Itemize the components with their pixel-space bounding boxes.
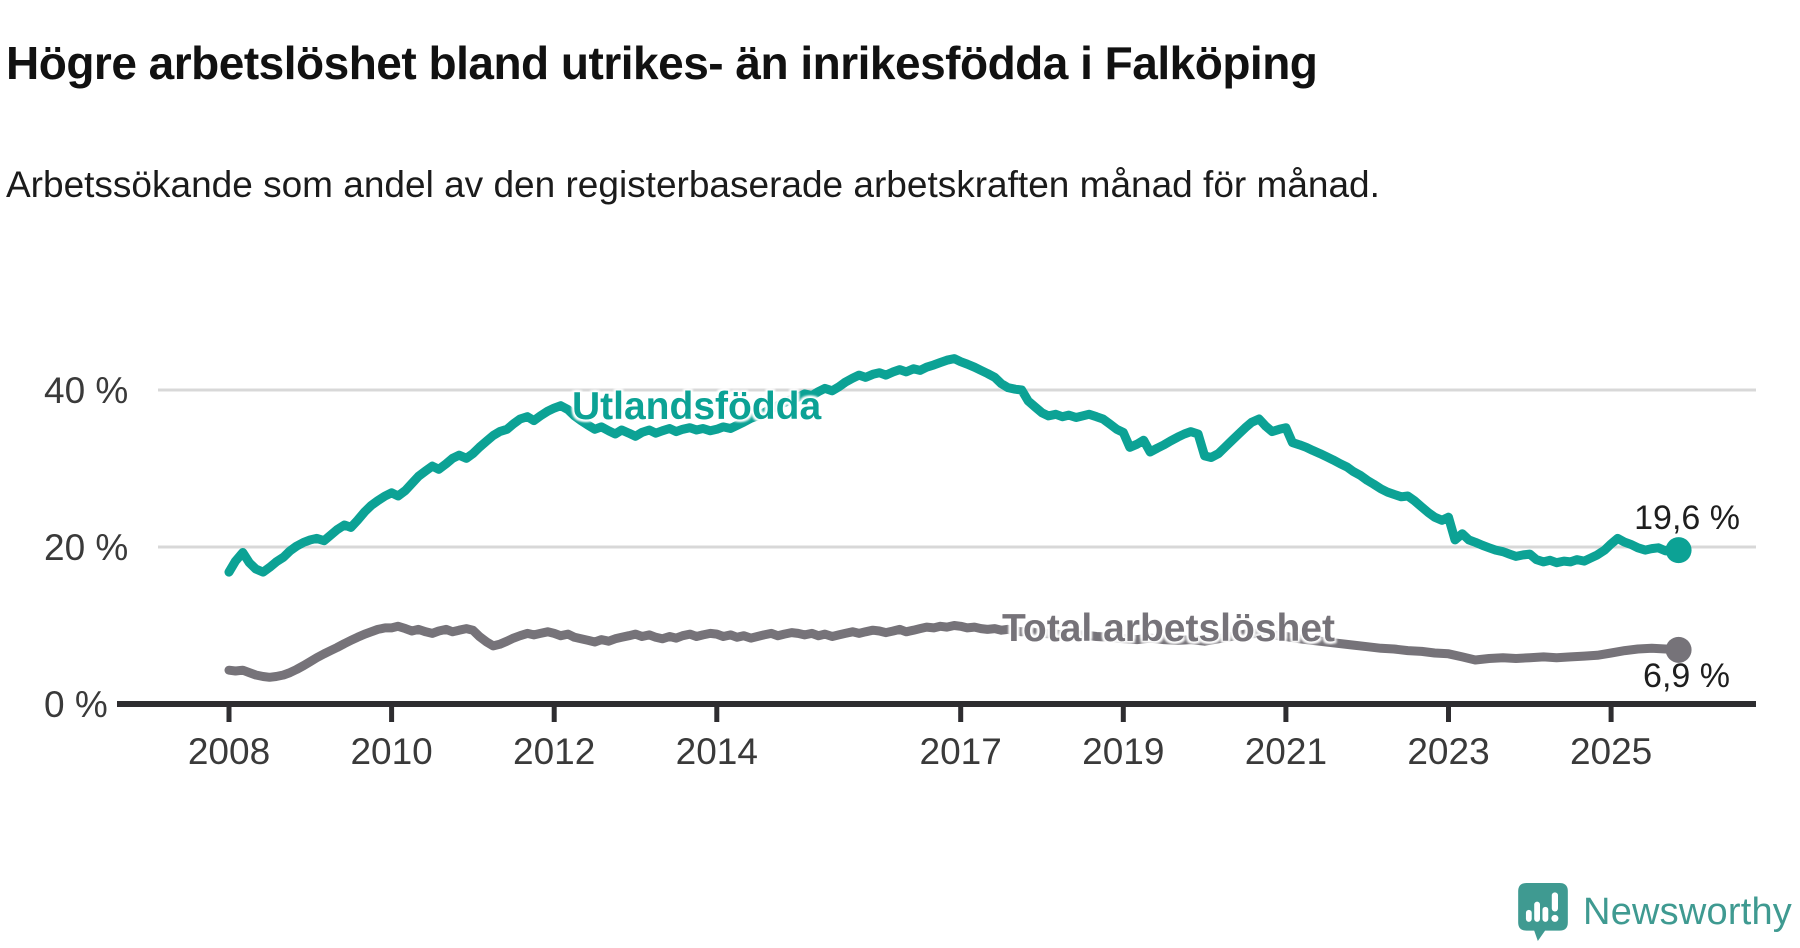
end-value-label-utlandsfodda: 19,6 % xyxy=(1634,499,1740,537)
series-label-total-arbetsloshet: Total arbetslöshet xyxy=(1002,607,1336,650)
y-tick-label: 0 % xyxy=(44,684,108,725)
x-tick-label: 2025 xyxy=(1570,731,1652,772)
x-tick-label: 2019 xyxy=(1082,731,1164,772)
x-tick-label: 2008 xyxy=(188,731,270,772)
series-label-utlandsfodda: Utlandsfödda xyxy=(572,385,822,428)
end-dot-total-arbetsl-shet xyxy=(1665,636,1692,663)
newsworthy-bubble-icon xyxy=(1518,883,1568,941)
newsworthy-brand-text: Newsworthy xyxy=(1583,890,1792,933)
y-tick-label: 20 % xyxy=(44,527,128,568)
y-tick-label: 40 % xyxy=(44,370,128,411)
page-title: Högre arbetslöshet bland utrikes- än inr… xyxy=(6,36,1318,89)
end-value-label-total: 6,9 % xyxy=(1643,657,1730,695)
x-tick-label: 2023 xyxy=(1407,731,1489,772)
line-total-arbetsl-shet xyxy=(224,621,1684,682)
line-utlandsf-dda xyxy=(224,354,1684,577)
chart-subtitle: Arbetssökande som andel av den registerb… xyxy=(6,164,1380,205)
x-tick-label: 2014 xyxy=(676,731,758,772)
x-tick-label: 2010 xyxy=(350,731,432,772)
x-tick-label: 2021 xyxy=(1245,731,1327,772)
x-tick-label: 2017 xyxy=(920,731,1002,772)
newsworthy-logo: Newsworthy xyxy=(1516,882,1792,942)
end-dot-utlandsf-dda xyxy=(1665,537,1692,564)
x-tick-label: 2012 xyxy=(513,731,595,772)
